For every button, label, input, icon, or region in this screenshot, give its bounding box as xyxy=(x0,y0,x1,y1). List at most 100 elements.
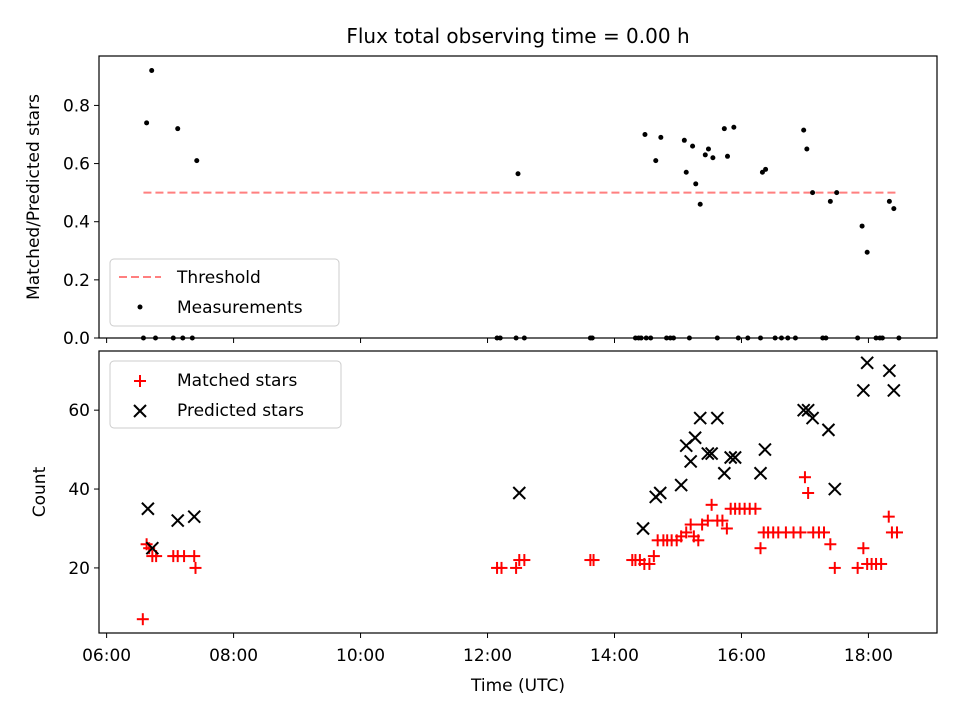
figure-title: Flux total observing time = 0.00 h xyxy=(346,24,689,48)
x-tick-label: 12:00 xyxy=(463,646,512,666)
x-tick-label: 14:00 xyxy=(590,646,639,666)
predicted-star-marker xyxy=(821,423,836,437)
predicted-star-marker xyxy=(801,403,815,417)
count-y-tick-label: 40 xyxy=(68,480,90,500)
predicted-star-marker xyxy=(171,513,185,528)
count-y-tick-label: 20 xyxy=(68,559,90,579)
ratio-panel: 0.00.20.40.60.8 Matched/Predicted stars … xyxy=(24,55,938,349)
matched-star-marker xyxy=(720,522,733,535)
predicted-star-marker xyxy=(882,364,897,378)
measurement-point xyxy=(149,68,155,74)
measurement-point xyxy=(690,143,696,149)
matched-star-marker xyxy=(802,486,815,499)
count-panel: 20 40 60 06:00 08:00 10:00 12:00 14:00 16:00 18:… xyxy=(30,350,938,696)
count-x-ticks: 06:00 08:00 10:00 12:00 14:00 16:00 18:00 xyxy=(82,633,893,666)
matched-star-marker xyxy=(643,557,656,570)
measurement-point xyxy=(891,206,897,212)
ratio-y-tick-label: 0.4 xyxy=(63,213,90,233)
predicted-star-marker xyxy=(688,431,702,445)
measurement-point xyxy=(658,134,664,140)
measurement-point xyxy=(886,198,892,204)
matched-star-marker xyxy=(178,550,191,563)
matched-star-marker xyxy=(754,542,767,555)
predicted-star-marker xyxy=(653,486,667,500)
matched-star-marker xyxy=(510,561,523,574)
measurement-point xyxy=(194,158,200,164)
matched-star-marker xyxy=(851,561,864,574)
ratio-y-tick-label: 0.0 xyxy=(63,329,90,349)
count-y-axis-label: Count xyxy=(30,466,50,517)
predicted-star-marker xyxy=(674,478,688,492)
matched-star-marker xyxy=(705,498,718,511)
count-plot-frame xyxy=(98,350,938,634)
matched-star-marker xyxy=(495,561,508,574)
measurements-legend-label: Measurements xyxy=(177,298,303,318)
measurement-point xyxy=(763,166,769,172)
predicted-star-marker xyxy=(693,411,707,425)
matched-star-marker xyxy=(824,538,837,551)
ratio-y-tick-label: 0.8 xyxy=(63,96,90,116)
matched-legend-swatch xyxy=(134,375,146,387)
measurement-point xyxy=(810,190,816,196)
predicted-legend-swatch xyxy=(133,404,147,418)
predicted-star-marker xyxy=(704,446,719,461)
matched-star-marker xyxy=(692,534,705,547)
predicted-star-marker xyxy=(145,541,160,555)
ratio-y-tick-label: 0.2 xyxy=(63,271,90,291)
measurement-point xyxy=(834,190,840,196)
matched-star-marker xyxy=(518,554,531,567)
matched-star-marker xyxy=(587,554,600,567)
measurement-point xyxy=(725,153,730,159)
matched-star-marker xyxy=(817,526,830,539)
predicted-star-marker xyxy=(856,383,871,398)
predicted-star-marker xyxy=(717,466,732,480)
count-y-ticks: 20 40 60 xyxy=(68,401,99,579)
measurement-point xyxy=(804,146,810,152)
ratio-legend-box xyxy=(109,258,340,327)
measurement-point xyxy=(710,155,716,161)
measurement-point xyxy=(144,120,150,126)
x-tick-label: 06:00 xyxy=(82,646,131,666)
predicted-star-marker xyxy=(683,454,698,469)
predicted-star-marker xyxy=(512,486,526,500)
matched-star-marker xyxy=(684,518,697,531)
matched-star-marker xyxy=(189,561,202,574)
matched-star-marker xyxy=(875,557,888,570)
matched-star-marker xyxy=(794,526,807,539)
count-legend: Matched stars Predicted stars xyxy=(109,360,342,429)
measurement-point xyxy=(705,146,711,152)
matched-star-marker xyxy=(857,542,870,555)
measurement-point xyxy=(859,223,865,229)
count-y-tick-label: 60 xyxy=(68,401,90,421)
predicted-star-marker xyxy=(805,411,820,425)
x-tick-label: 10:00 xyxy=(336,646,385,666)
measurement-point xyxy=(702,152,708,158)
measurement-point xyxy=(827,198,833,204)
matched-star-marker xyxy=(680,526,693,539)
measurement-point xyxy=(864,249,870,255)
predicted-star-marker xyxy=(753,466,768,480)
predicted-star-marker xyxy=(723,450,738,465)
ratio-y-axis-label: Matched/Predicted stars xyxy=(24,94,44,300)
threshold-legend-label: Threshold xyxy=(176,268,261,288)
count-marks xyxy=(136,356,904,626)
ratio-plot-frame xyxy=(98,55,938,339)
matched-star-marker xyxy=(798,471,811,484)
x-tick-label: 18:00 xyxy=(844,646,893,666)
predicted-star-marker xyxy=(141,502,155,516)
predicted-star-marker xyxy=(828,482,842,496)
ratio-legend: Threshold Measurements xyxy=(109,258,340,327)
measurement-point xyxy=(697,201,703,207)
measurement-point xyxy=(693,181,699,187)
ratio-x-ticks xyxy=(106,338,869,343)
predicted-star-marker xyxy=(887,383,901,398)
x-tick-label: 16:00 xyxy=(717,646,766,666)
matched-star-marker xyxy=(749,502,762,515)
matched-star-marker xyxy=(136,613,149,626)
measurements-legend-swatch xyxy=(137,304,143,310)
matched-star-marker xyxy=(188,550,201,563)
matched-star-marker xyxy=(716,514,729,527)
predicted-star-marker xyxy=(701,446,715,461)
